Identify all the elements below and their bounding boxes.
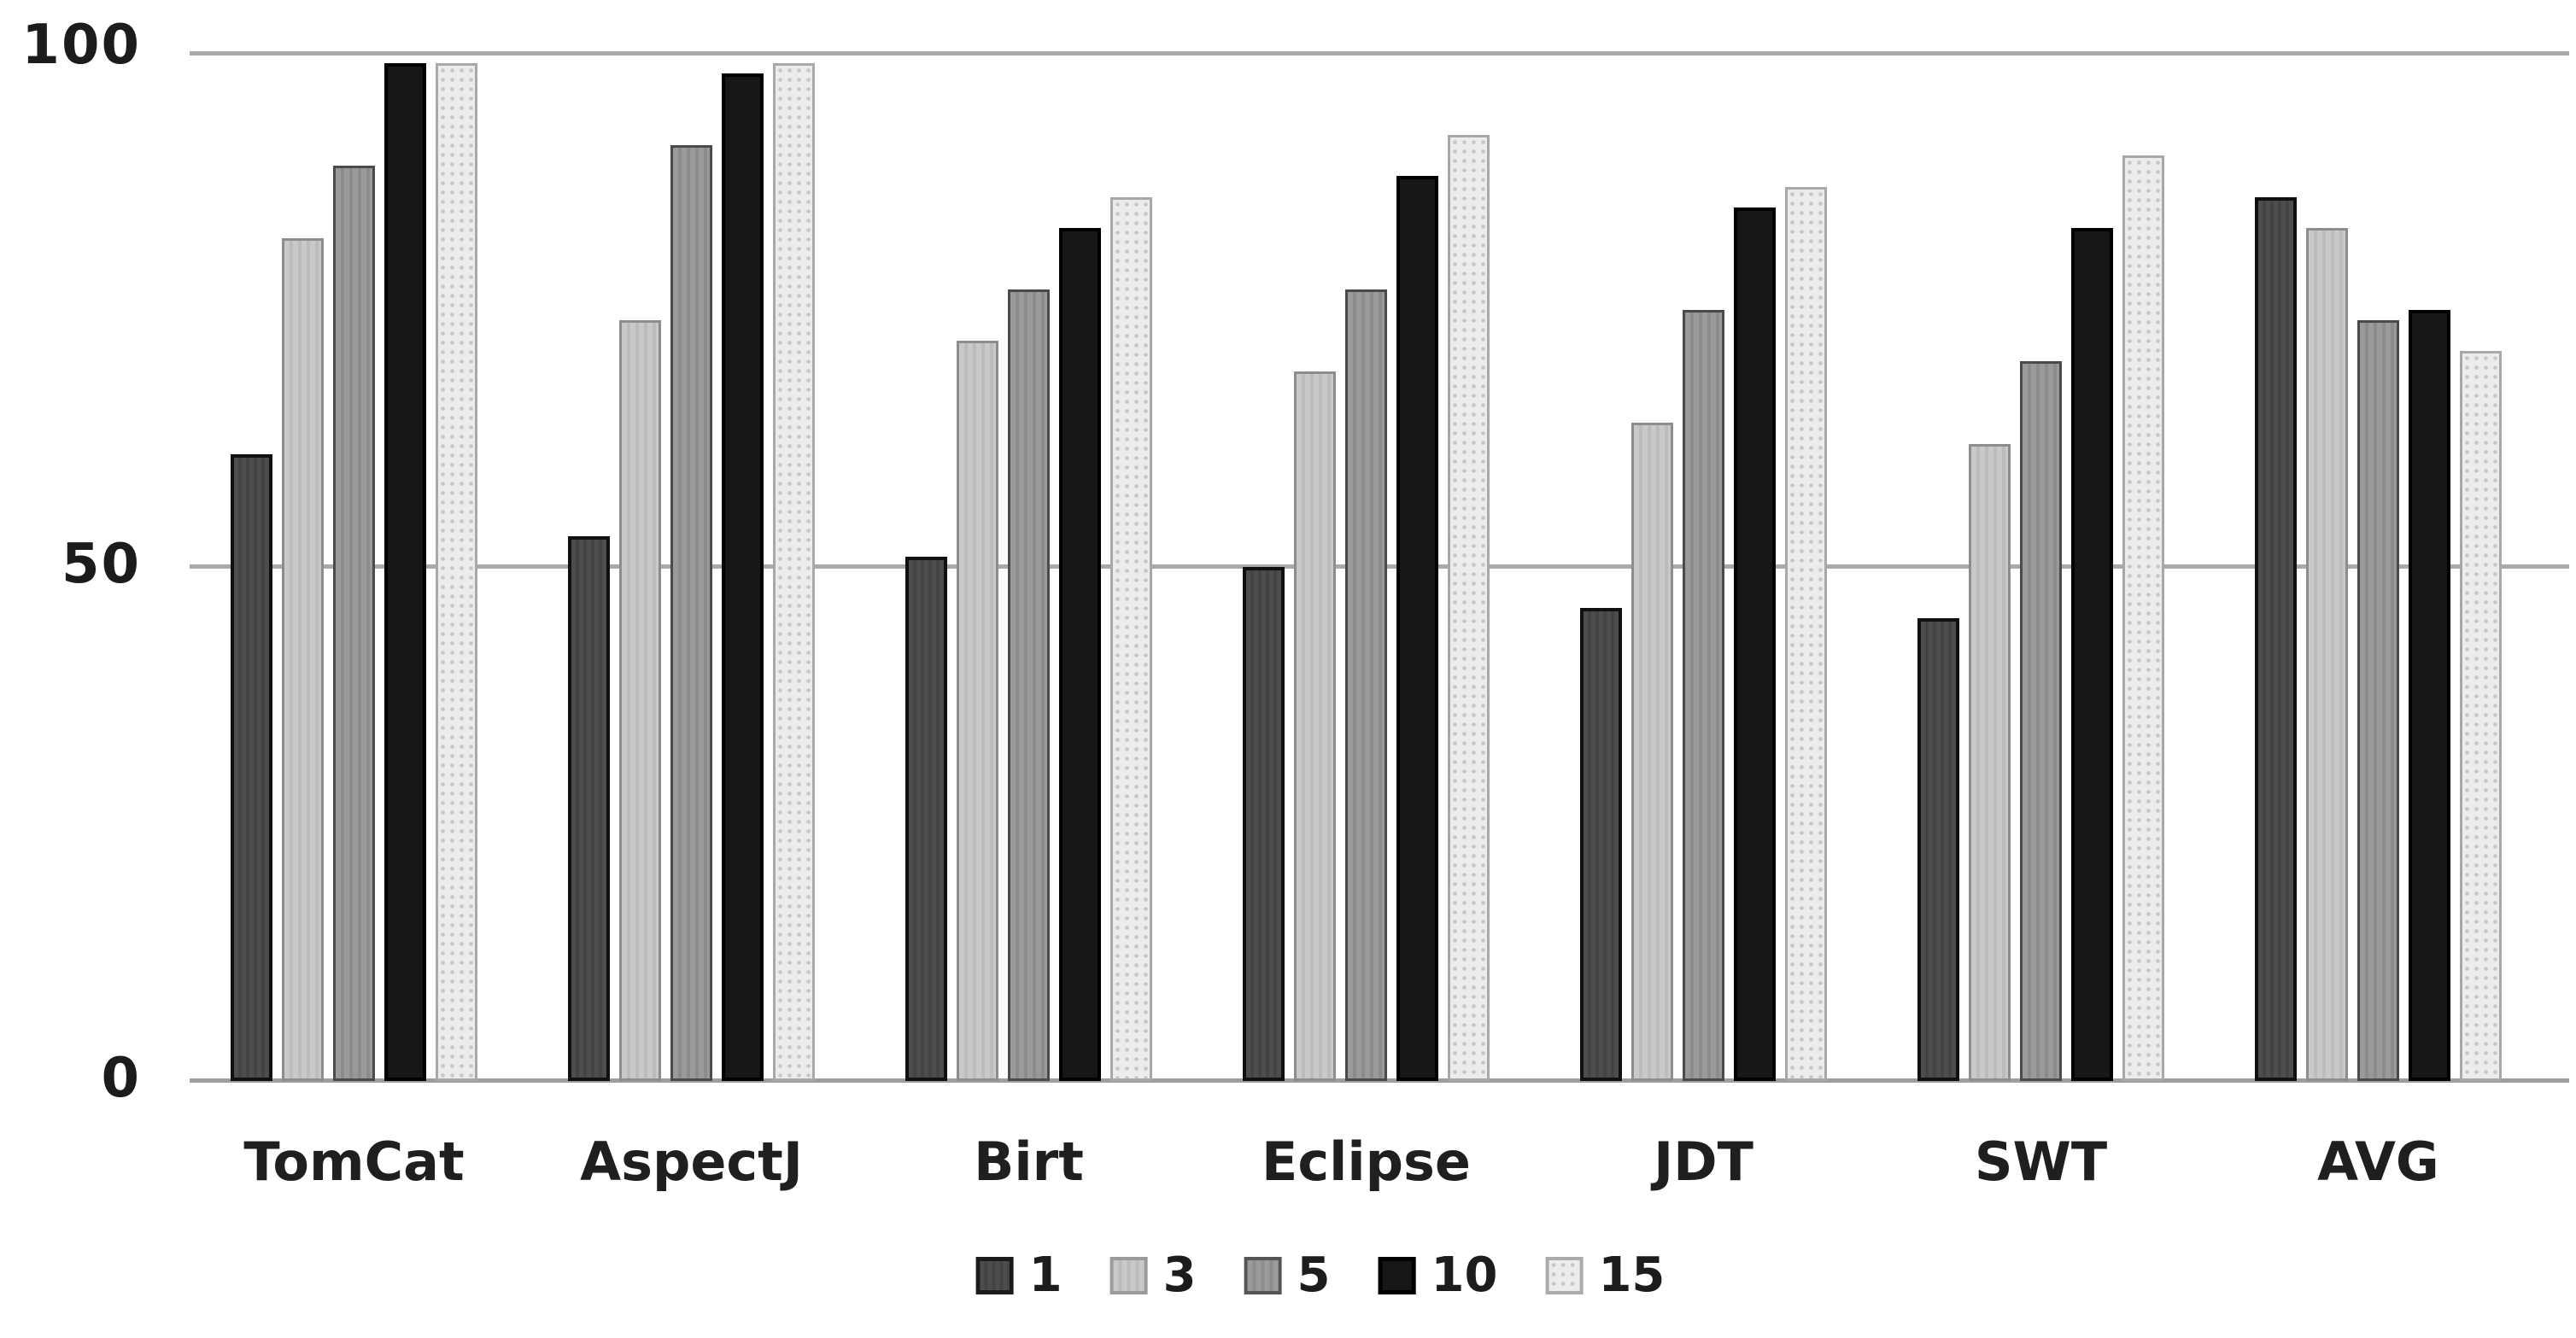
bar-swt-series-5 [2020,361,2062,1081]
bar-aspectj-series-3 [619,320,661,1081]
legend-swatch-3 [1109,1257,1148,1294]
plot-area: TomCat AspectJ Birt Eclipse JDT SWT AVG [231,53,2502,1193]
legend-item-10: 10 [1378,1247,1498,1303]
gridline-100 [190,51,2569,56]
bar-eclipse-series-1 [1243,567,1285,1081]
legend-swatch-15 [1545,1257,1584,1294]
bar-tomcat-series-10 [384,63,426,1081]
legend-label-10: 10 [1431,1247,1498,1303]
legend-item-1: 1 [975,1247,1063,1303]
bar-birt-series-10 [1059,228,1101,1081]
x-category-label-swt: SWT [1974,1131,2108,1193]
bar-eclipse-series-10 [1396,176,1438,1081]
bar-tomcat-series-15 [436,63,477,1081]
legend-swatch-5 [1244,1257,1282,1294]
legend-item-3: 3 [1109,1247,1197,1303]
legend-label-1: 1 [1028,1247,1063,1303]
bar-tomcat-series-5 [333,166,375,1081]
legend-label-15: 15 [1598,1247,1666,1303]
bar-tomcat-series-3 [282,238,324,1081]
bar-birt-series-3 [957,341,998,1081]
bar-aspectj-series-5 [670,145,712,1081]
bar-jdt-series-15 [1785,187,1827,1081]
bar-eclipse-series-3 [1294,371,1336,1081]
legend-swatch-1 [975,1257,1014,1294]
bar-avg-series-10 [2409,310,2450,1081]
bar-group-birt: Birt [905,53,1152,1193]
bar-swt-series-3 [1969,444,2011,1081]
x-category-label-aspectj: AspectJ [580,1131,803,1193]
bar-jdt-series-3 [1631,423,1673,1081]
bar-group-swt: SWT [1917,53,2164,1193]
bar-swt-series-15 [2122,155,2164,1081]
bar-aspectj-series-10 [722,73,764,1081]
bar-jdt-series-10 [1734,207,1776,1081]
bar-group-eclipse: Eclipse [1243,53,1490,1193]
y-tick-label-0: 0 [101,1047,141,1110]
x-category-label-eclipse: Eclipse [1262,1131,1471,1193]
legend-swatch-10 [1378,1257,1416,1294]
bar-avg-series-15 [2460,351,2502,1081]
bar-aspectj-series-15 [773,63,815,1081]
bar-group-aspectj: AspectJ [568,53,815,1193]
x-category-label-tomcat: TomCat [243,1131,465,1193]
bar-tomcat-series-1 [231,454,272,1081]
bar-group-tomcat: TomCat [231,53,477,1193]
legend-item-15: 15 [1545,1252,1665,1300]
bar-eclipse-series-15 [1448,135,1490,1081]
y-tick-label-100: 100 [21,14,141,77]
bar-swt-series-10 [2071,228,2113,1081]
bar-eclipse-series-5 [1345,289,1387,1081]
bar-group-avg: AVG [2255,53,2502,1193]
bar-group-jdt: JDT [1580,53,1827,1193]
bar-birt-series-1 [905,557,947,1081]
bar-avg-series-5 [2357,320,2399,1081]
bar-birt-series-15 [1110,197,1152,1081]
legend-label-3: 3 [1162,1247,1197,1303]
x-category-label-jdt: JDT [1654,1131,1753,1193]
legend-label-5: 5 [1297,1247,1331,1303]
legend-item-5: 5 [1244,1252,1331,1300]
bar-aspectj-series-1 [568,536,610,1081]
bar-swt-series-1 [1917,618,1959,1081]
x-category-label-avg: AVG [2317,1131,2439,1193]
chart-legend: 1 3 5 10 15 [975,1247,1665,1303]
bar-birt-series-5 [1008,289,1050,1081]
bar-avg-series-3 [2306,228,2348,1081]
bar-avg-series-1 [2255,197,2297,1081]
x-category-label-birt: Birt [974,1131,1084,1193]
bar-jdt-series-1 [1580,608,1622,1081]
bar-jdt-series-5 [1683,310,1724,1081]
y-tick-label-50: 50 [61,533,141,596]
